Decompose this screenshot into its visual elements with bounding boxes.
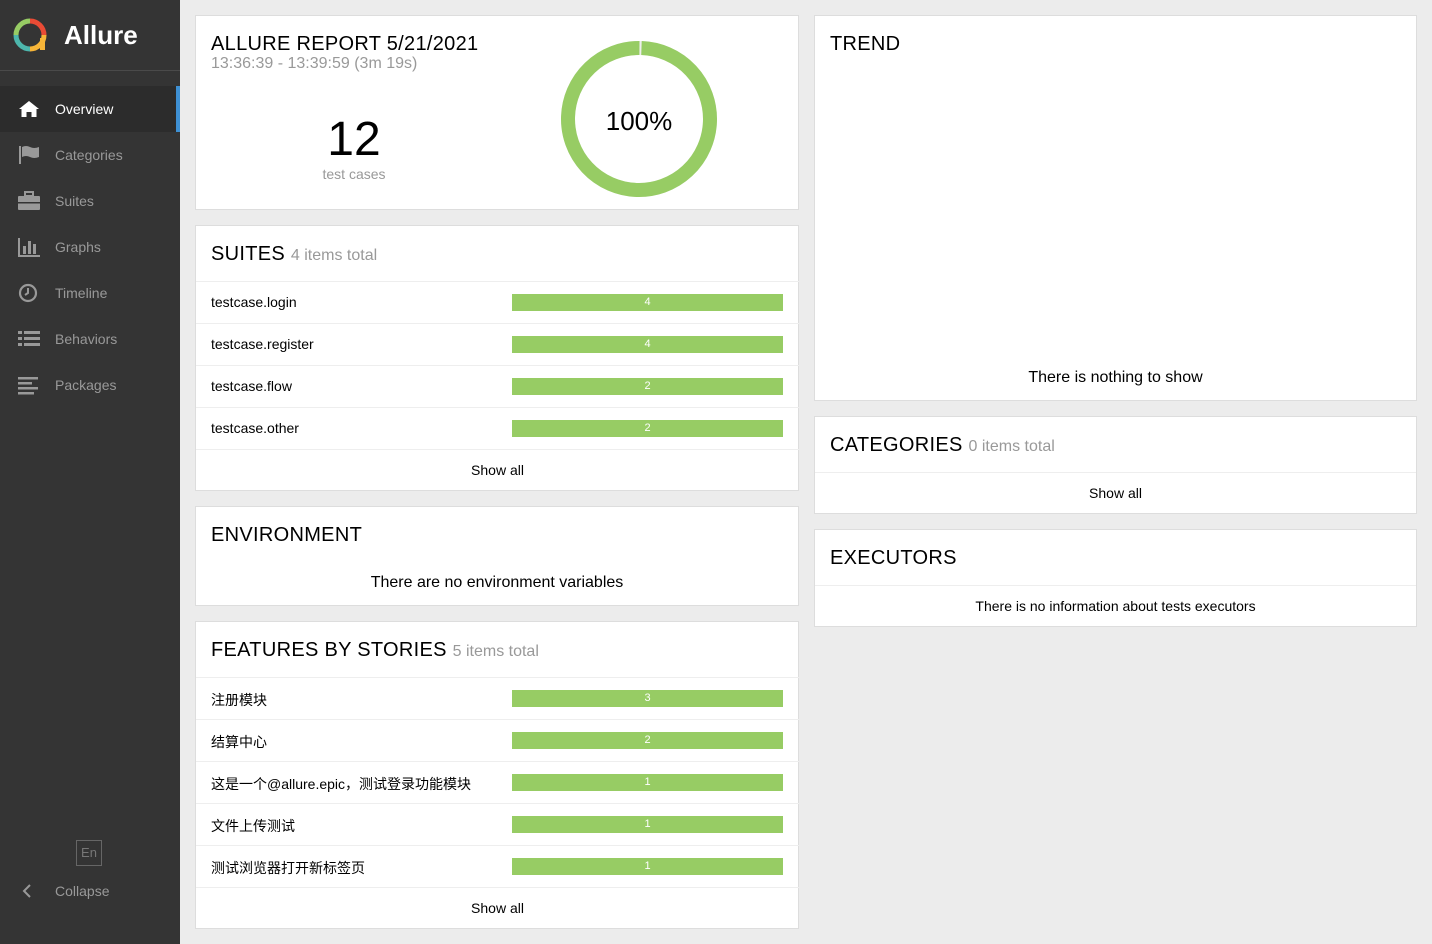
passed-count-bar: 1 [512,774,783,791]
bar-chart-icon [18,238,40,257]
executors-empty-row: There is no information about tests exec… [815,585,1416,627]
categories-show-all[interactable]: Show all [815,472,1416,514]
sidebar-item-graphs[interactable]: Graphs [0,224,180,270]
passed-count-bar: 4 [512,294,783,311]
sidebar-item-label: Packages [55,377,117,393]
table-row[interactable]: 文件上传测试 1 [196,803,799,845]
categories-widget: CATEGORIES 0 items total Show all [814,416,1417,514]
suites-show-all[interactable]: Show all [196,449,799,491]
row-name: testcase.flow [211,378,292,394]
row-name: 测试浏览器打开新标签页 [211,860,365,876]
trend-empty-message: There is nothing to show [1028,369,1203,386]
list-icon [18,331,40,346]
suites-title: SUITES 4 items total [211,242,377,268]
environment-title: ENVIRONMENT [211,524,363,546]
table-row[interactable]: testcase.other 2 [196,407,799,449]
passed-count-bar: 2 [512,378,783,395]
row-name: testcase.other [211,420,299,436]
clock-icon [18,283,38,303]
table-row[interactable]: testcase.flow 2 [196,365,799,407]
passed-count-bar: 2 [512,732,783,749]
allure-logo-icon [13,18,47,52]
sidebar-item-overview[interactable]: Overview [0,86,180,132]
passed-count-bar: 1 [512,858,783,875]
executors-widget: EXECUTORS There is no information about … [814,529,1417,627]
table-row[interactable]: 结算中心 2 [196,719,799,761]
table-row[interactable]: testcase.register 4 [196,323,799,365]
collapse-label: Collapse [55,883,110,899]
features-show-all[interactable]: Show all [196,887,799,929]
sidebar-item-categories[interactable]: Categories [0,132,180,178]
table-row[interactable]: 测试浏览器打开新标签页 1 [196,845,799,887]
sidebar-item-label: Overview [55,101,114,117]
collapse-button[interactable]: Collapse [0,876,180,906]
brand[interactable]: Allure [0,0,180,71]
flag-icon [19,146,39,164]
brand-name: Allure [64,20,138,50]
row-name: testcase.register [211,336,314,352]
categories-title-text: CATEGORIES [830,434,963,456]
sidebar-nav: Overview Categories Suites Gr [0,86,180,408]
trend-widget: TREND There is nothing to show [814,15,1417,401]
suites-count: 4 items total [290,247,378,264]
summary-widget: ALLURE REPORT 5/21/2021 13:36:39 - 13:39… [195,15,799,210]
suites-widget: SUITES 4 items total testcase.login 4 test… [195,225,799,491]
table-row[interactable]: 注册模块 3 [196,677,799,719]
sidebar: Allure Overview Categories Suites [0,0,180,944]
pass-rate-text: 100% [605,106,673,136]
sidebar-item-label: Graphs [55,239,101,255]
features-count: 5 items total [452,643,539,660]
report-time-range: 13:36:39 - 13:39:59 (3m 19s) [211,55,418,72]
executors-title: EXECUTORS [830,547,957,569]
categories-count: 0 items total [968,438,1055,455]
trend-title: TREND [830,33,901,55]
briefcase-icon [18,191,40,210]
suites-title-text: SUITES [211,243,286,265]
row-name: 注册模块 [211,692,267,708]
row-name: 这是一个@allure.epic，测试登录功能模块 [211,776,472,792]
sidebar-item-label: Categories [55,147,123,163]
test-count-label: test cases [322,166,386,182]
passed-count-bar: 4 [512,336,783,353]
sidebar-item-behaviors[interactable]: Behaviors [0,316,180,362]
test-count: 12 [327,113,381,166]
sidebar-item-label: Suites [55,193,94,209]
chevron-left-icon [22,884,31,898]
passed-count-bar: 2 [512,420,783,437]
row-name: 结算中心 [211,734,267,750]
passed-count-bar: 1 [512,816,783,833]
environment-empty-message: There are no environment variables [370,574,624,591]
language-switcher[interactable]: En [76,840,102,866]
table-row[interactable]: testcase.login 4 [196,281,799,323]
features-widget: FEATURES BY STORIES 5 items total 注册模块 3 结… [195,621,799,929]
passed-count-bar: 3 [512,690,783,707]
report-title: ALLURE REPORT 5/21/2021 [211,33,479,55]
environment-widget: ENVIRONMENT There are no environment var… [195,506,799,606]
row-name: 文件上传测试 [211,818,295,834]
features-title-text: FEATURES BY STORIES [211,639,447,661]
sidebar-item-packages[interactable]: Packages [0,362,180,408]
row-name: testcase.login [211,294,297,310]
sidebar-item-label: Behaviors [55,331,118,347]
categories-title: CATEGORIES 0 items total [830,433,1055,459]
align-left-icon [18,377,38,395]
sidebar-item-label: Timeline [55,285,108,301]
table-row[interactable]: 这是一个@allure.epic，测试登录功能模块 1 [196,761,799,803]
sidebar-item-suites[interactable]: Suites [0,178,180,224]
features-title: FEATURES BY STORIES 5 items total [211,638,539,664]
sidebar-item-timeline[interactable]: Timeline [0,270,180,316]
pass-rate-donut [561,40,717,197]
executors-empty-message: There is no information about tests exec… [975,598,1256,614]
home-icon [19,101,39,117]
